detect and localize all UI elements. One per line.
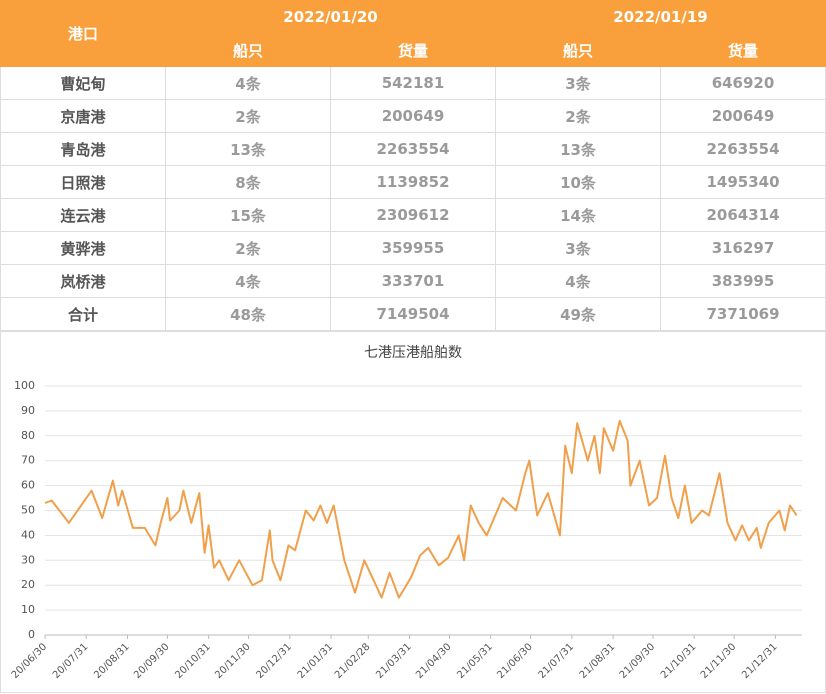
x-tick-label: 20/11/30 (213, 641, 253, 681)
x-tick-label: 21/05/31 (455, 641, 495, 681)
y-tick-label: 10 (21, 603, 35, 616)
sub-header: 货量 (660, 33, 826, 67)
cell: 4条 (165, 66, 331, 100)
y-tick-label: 70 (21, 454, 35, 467)
x-tick-label: 20/09/30 (132, 641, 172, 681)
chart-title: 七港压港船舶数 (364, 345, 462, 361)
cell: 49条 (495, 297, 661, 331)
cell: 3条 (495, 231, 661, 265)
line-series (44, 419, 798, 599)
cell: 7371069 (660, 297, 826, 331)
x-tick-label: 21/12/31 (740, 641, 780, 681)
date-header: 2022/01/20 (165, 0, 496, 34)
date-header: 2022/01/19 (495, 0, 826, 34)
cell: 200649 (330, 99, 496, 133)
cell: 13条 (165, 132, 331, 166)
x-tick-label: 20/12/31 (254, 641, 294, 681)
sub-header: 船只 (495, 33, 661, 67)
x-tick-label: 20/08/31 (92, 641, 132, 681)
sub-header: 货量 (330, 33, 496, 67)
cell: 48条 (165, 297, 331, 331)
cell: 2263554 (660, 132, 826, 166)
cell: 2条 (165, 231, 331, 265)
x-tick-label: 21/08/31 (578, 641, 618, 681)
cell: 316297 (660, 231, 826, 265)
x-tick-label: 20/06/30 (10, 641, 50, 681)
table-row: 日照港 8条 1139852 10条 1495340 (0, 165, 826, 199)
sub-header: 船只 (165, 33, 331, 67)
table-row: 合计 48条 7149504 49条 7371069 (0, 297, 826, 331)
x-tick-label: 21/06/30 (495, 641, 535, 681)
port-name: 曹妃甸 (0, 66, 166, 100)
port-name: 黄骅港 (0, 231, 166, 265)
table-row: 曹妃甸 4条 542181 3条 646920 (0, 66, 826, 100)
port-name: 青岛港 (0, 132, 166, 166)
port-name: 京唐港 (0, 99, 166, 133)
cell: 2309612 (330, 198, 496, 232)
x-tick-label: 21/01/31 (296, 641, 336, 681)
x-tick-label: 21/03/31 (374, 641, 414, 681)
x-tick-label: 21/02/28 (333, 641, 373, 681)
table-row: 岚桥港 4条 333701 4条 383995 (0, 264, 826, 298)
x-tick-label: 21/07/31 (537, 641, 577, 681)
cell: 383995 (660, 264, 826, 298)
port-name: 合计 (0, 297, 166, 331)
cell: 14条 (495, 198, 661, 232)
cell: 200649 (660, 99, 826, 133)
x-tick-label: 20/07/31 (51, 641, 91, 681)
table-row: 青岛港 13条 2263554 13条 2263554 (0, 132, 826, 166)
port-name: 连云港 (0, 198, 166, 232)
y-tick-label: 30 (21, 553, 35, 566)
cell: 2条 (495, 99, 661, 133)
cell: 2064314 (660, 198, 826, 232)
y-tick-label: 60 (21, 479, 35, 492)
y-tick-label: 100 (14, 379, 35, 392)
y-tick-label: 20 (21, 578, 35, 591)
table-row: 黄骅港 2条 359955 3条 316297 (0, 231, 826, 265)
table-row: 连云港 15条 2309612 14条 2064314 (0, 198, 826, 232)
port-header: 港口 (0, 0, 166, 67)
y-tick-label: 40 (21, 528, 35, 541)
port-table: 港口 2022/01/20 2022/01/19 船只 货量 船只 货量 曹妃甸 4条 5… (0, 0, 826, 331)
x-tick-label: 21/04/30 (414, 641, 454, 681)
cell: 333701 (330, 264, 496, 298)
table-row: 京唐港 2条 200649 2条 200649 (0, 99, 826, 133)
y-tick-label: 90 (21, 404, 35, 417)
x-tick-label: 21/09/30 (618, 641, 658, 681)
cell: 4条 (495, 264, 661, 298)
cell: 1495340 (660, 165, 826, 199)
y-tick-label: 50 (21, 504, 35, 517)
cell: 15条 (165, 198, 331, 232)
x-tick-label: 21/10/31 (659, 641, 699, 681)
cell: 2条 (165, 99, 331, 133)
cell: 3条 (495, 66, 661, 100)
port-name: 岚桥港 (0, 264, 166, 298)
cell: 542181 (330, 66, 496, 100)
cell: 7149504 (330, 297, 496, 331)
cell: 1139852 (330, 165, 496, 199)
y-tick-label: 80 (21, 429, 35, 442)
port-name: 日照港 (0, 165, 166, 199)
x-tick-label: 20/10/31 (173, 641, 213, 681)
cell: 646920 (660, 66, 826, 100)
cell: 10条 (495, 165, 661, 199)
y-tick-label: 0 (28, 628, 35, 641)
cell: 4条 (165, 264, 331, 298)
cell: 359955 (330, 231, 496, 265)
x-tick-label: 21/11/30 (699, 641, 739, 681)
cell: 8条 (165, 165, 331, 199)
cell: 2263554 (330, 132, 496, 166)
cell: 13条 (495, 132, 661, 166)
